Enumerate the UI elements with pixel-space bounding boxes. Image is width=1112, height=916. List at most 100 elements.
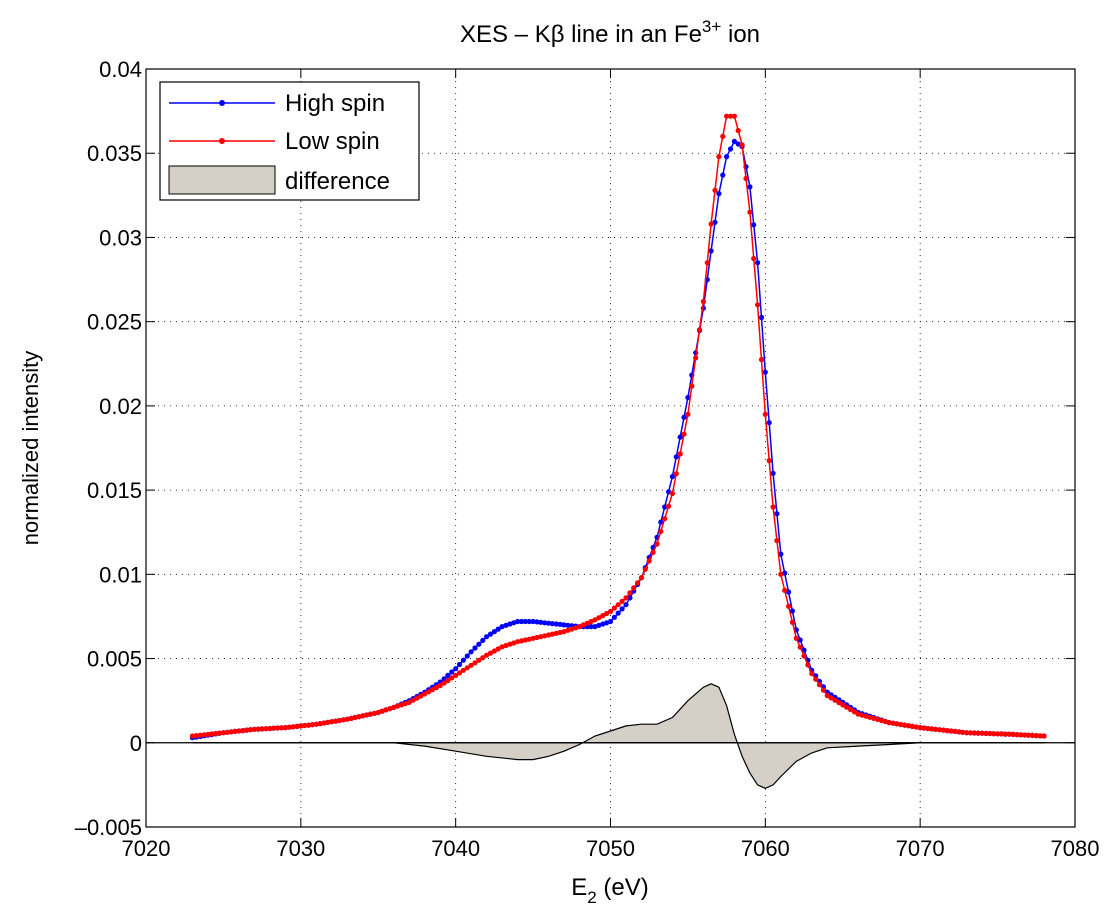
data-point — [755, 260, 761, 266]
legend-entry-difference: difference — [168, 165, 390, 195]
data-point — [263, 726, 269, 732]
data-point — [1022, 732, 1028, 738]
data-point — [251, 726, 257, 732]
data-point — [735, 141, 741, 147]
data-point — [623, 595, 629, 601]
data-point — [1014, 732, 1020, 738]
data-point — [909, 723, 916, 730]
data-point — [604, 610, 610, 617]
data-point — [828, 695, 834, 701]
data-point — [623, 602, 629, 608]
data-point — [836, 700, 842, 706]
data-point — [789, 619, 796, 625]
data-point — [468, 662, 474, 668]
legend-marker-low-spin — [219, 138, 225, 144]
data-point — [704, 260, 710, 266]
data-point — [929, 726, 935, 732]
data-point — [1002, 731, 1008, 737]
series-low-spin — [189, 113, 1047, 739]
data-point — [786, 589, 792, 595]
data-point — [708, 248, 714, 254]
data-point — [778, 551, 784, 557]
data-point — [681, 431, 687, 437]
data-point — [1018, 732, 1024, 738]
data-point — [824, 693, 830, 699]
data-point — [445, 672, 451, 679]
data-point — [205, 731, 211, 738]
data-point — [631, 585, 637, 591]
data-point — [662, 504, 668, 510]
data-point — [522, 618, 528, 625]
data-point — [515, 618, 521, 625]
x-tick-label: 7070 — [896, 836, 945, 861]
data-point — [549, 621, 556, 627]
data-point — [406, 699, 412, 706]
data-point — [805, 662, 811, 668]
legend-label-low-spin: Low spin — [285, 128, 380, 155]
xlabel-subscript: 2 — [587, 888, 596, 907]
data-point — [538, 634, 544, 640]
data-point — [832, 697, 838, 703]
data-point — [875, 716, 881, 723]
data-point — [216, 730, 223, 736]
data-point — [271, 725, 277, 731]
data-point — [503, 622, 509, 628]
x-tick-label: 7060 — [741, 836, 790, 861]
data-point — [565, 622, 571, 628]
xlabel-base: E — [571, 874, 587, 901]
data-point — [259, 726, 265, 732]
data-point — [797, 637, 803, 643]
data-point — [422, 691, 428, 697]
data-point — [797, 644, 803, 650]
data-point — [813, 676, 819, 682]
tick-marks — [145, 68, 1076, 828]
data-point — [453, 666, 459, 672]
data-point — [685, 411, 691, 417]
data-point — [720, 133, 726, 139]
data-point — [588, 624, 594, 630]
data-point — [267, 725, 273, 732]
difference-area-layer — [192, 683, 1046, 789]
data-point — [449, 669, 455, 675]
data-point — [453, 672, 459, 679]
data-point — [727, 113, 734, 119]
legend-swatch-difference — [168, 165, 276, 195]
data-point — [716, 154, 722, 160]
data-point — [484, 634, 490, 640]
data-point — [383, 707, 389, 713]
data-point — [487, 631, 494, 637]
data-point — [1037, 733, 1043, 739]
x-tick-label: 7020 — [122, 836, 171, 861]
data-point — [472, 660, 478, 666]
data-point — [213, 730, 219, 737]
data-point — [731, 138, 738, 144]
data-point — [770, 470, 776, 476]
data-point — [418, 693, 424, 699]
data-point — [762, 411, 768, 417]
data-point — [530, 635, 536, 641]
data-point — [232, 728, 238, 735]
data-point — [282, 725, 288, 731]
data-point — [189, 733, 195, 739]
data-point — [689, 383, 695, 389]
data-point — [786, 603, 792, 609]
x-tick-label: 7040 — [431, 836, 480, 861]
data-point — [778, 571, 784, 577]
data-point — [557, 621, 563, 628]
data-point — [820, 687, 827, 693]
x-tick-label: 7030 — [276, 836, 325, 861]
data-point — [940, 727, 947, 733]
data-point — [669, 490, 676, 497]
data-point — [766, 458, 772, 464]
data-point — [847, 706, 854, 713]
data-point — [561, 622, 567, 628]
legend-entry-high-spin: High spin — [169, 90, 385, 117]
title-prefix: XES – Kβ line in an Fe — [460, 21, 702, 48]
data-point — [871, 715, 877, 722]
data-point — [460, 667, 466, 673]
data-point — [236, 728, 242, 734]
data-point — [611, 605, 618, 611]
data-point — [627, 590, 633, 596]
data-point — [534, 619, 540, 625]
data-point — [898, 721, 904, 728]
